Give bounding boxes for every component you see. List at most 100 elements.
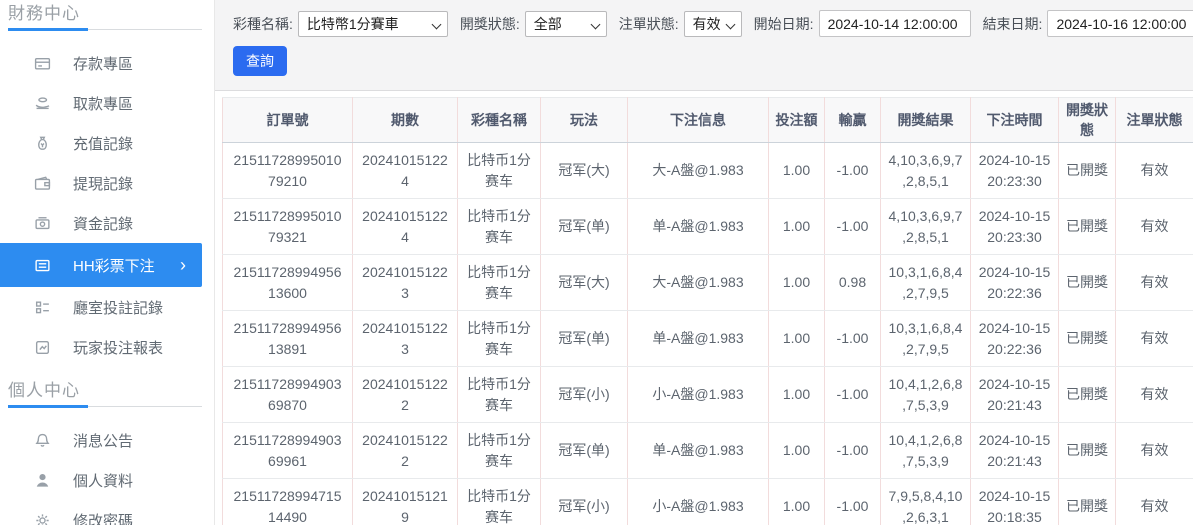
column-header-bet-time: 下注時間 — [970, 97, 1059, 143]
column-header-draw-result: 開獎結果 — [880, 97, 971, 143]
table-row: 2151172899501079321 202410151224 比特币1分赛车 冠军… — [222, 198, 1193, 255]
sidebar-item-password-gear[interactable]: 修改密碼 — [0, 500, 214, 525]
cell-play-type: 冠军(单) — [540, 310, 628, 367]
cell-bet-amount: 1.00 — [768, 478, 825, 525]
section-underline — [8, 28, 202, 31]
bet-status-label: 注單狀態: — [618, 15, 679, 32]
cell-bet-time: 2024-10-15 20:22:36 — [970, 254, 1059, 311]
cell-period: 202410151223 — [352, 310, 458, 367]
filter-bar: 彩種名稱: 比特幣1分賽車 開獎狀態: 全部 注單狀態: 有效 開始日期: 結束… — [215, 0, 1193, 91]
cell-bet-amount: 1.00 — [768, 198, 825, 255]
start-date-label: 開始日期: — [753, 15, 814, 32]
cell-draw-result: 10,4,1,2,6,8,7,5,3,9 — [880, 422, 971, 479]
cell-bet-amount: 1.00 — [768, 366, 825, 423]
sidebar-item-recharge-moneybag[interactable]: 充值記錄 — [0, 123, 214, 163]
sidebar-item-label: 取款專區 — [73, 95, 134, 113]
sidebar-item-label: 存款專區 — [73, 55, 134, 73]
sidebar-item-funds-record[interactable]: 資金記錄 — [0, 203, 214, 243]
cell-bet-info: 单-A盤@1.983 — [627, 198, 769, 255]
lottery-bet-icon — [34, 257, 51, 274]
cell-lottery-name: 比特币1分赛车 — [457, 198, 541, 255]
sidebar-item-room-bet-record[interactable]: 廳室投註記錄 — [0, 287, 214, 327]
funds-record-icon — [34, 215, 51, 232]
sidebar-item-announcement-bell[interactable]: 消息公告 — [0, 420, 214, 460]
chevron-right-icon: › — [180, 255, 186, 275]
cell-play-type: 冠军(单) — [540, 198, 628, 255]
cell-bet-info: 小-A盤@1.983 — [627, 366, 769, 423]
column-header-bet-amount: 投注額 — [768, 97, 825, 143]
sidebar-item-withdraw-hand[interactable]: 取款專區 — [0, 83, 214, 123]
announcement-bell-icon — [34, 432, 51, 449]
cell-bet-status: 有效 — [1115, 310, 1193, 367]
cell-order-no: 2151172899495613600 — [222, 254, 353, 311]
column-header-order-no: 訂單號 — [222, 97, 353, 143]
cell-win-loss: -1.00 — [824, 366, 881, 423]
cell-bet-amount: 1.00 — [768, 142, 825, 199]
draw-status-select[interactable]: 全部 — [524, 10, 607, 37]
player-report-icon — [34, 339, 51, 356]
cell-draw-status: 已開獎 — [1058, 310, 1116, 367]
cell-bet-time: 2024-10-15 20:22:36 — [970, 310, 1059, 367]
chevron-down-icon — [725, 19, 736, 29]
start-date-input[interactable] — [818, 10, 971, 37]
cell-bet-amount: 1.00 — [768, 310, 825, 367]
sidebar-item-label: 修改密碼 — [73, 512, 134, 525]
sidebar: 財務中心 存款專區 取款專區 充值記錄 提現記錄 資金記錄 HH彩票下注 › 廳室投註記錄 玩家投… — [0, 0, 215, 525]
chevron-down-icon — [590, 19, 601, 29]
lottery-name-select[interactable]: 比特幣1分賽車 — [297, 10, 448, 37]
search-button[interactable]: 查詢 — [233, 46, 287, 76]
sidebar-item-withdrawal-wallet[interactable]: 提現記錄 — [0, 163, 214, 203]
section-underline — [8, 405, 202, 408]
table-row: 2151172899490369961 202410151222 比特币1分赛车 冠军… — [222, 422, 1193, 479]
column-header-play-type: 玩法 — [540, 97, 628, 143]
cell-bet-time: 2024-10-15 20:21:43 — [970, 422, 1059, 479]
table-row: 2151172899501079210 202410151224 比特币1分赛车 冠军… — [222, 142, 1193, 199]
bet-status-select[interactable]: 有效 — [683, 10, 742, 37]
draw-status-selected-value: 全部 — [533, 15, 562, 32]
cell-draw-status: 已開獎 — [1058, 198, 1116, 255]
end-date-label: 結束日期: — [982, 15, 1043, 32]
cell-win-loss: -1.00 — [824, 310, 881, 367]
cell-bet-info: 单-A盤@1.983 — [627, 422, 769, 479]
sidebar-item-deposit-card[interactable]: 存款專區 — [0, 43, 214, 83]
cell-lottery-name: 比特币1分赛车 — [457, 366, 541, 423]
cell-win-loss: -1.00 — [824, 198, 881, 255]
cell-draw-result: 7,9,5,8,4,10,2,6,3,1 — [880, 478, 971, 525]
end-date-input[interactable] — [1047, 10, 1193, 37]
bet-records-table-wrap: 訂單號 期數 彩種名稱 玩法 下注信息 投注額 輸贏 開獎結果 下注時間 開獎狀態 注單狀態 215… — [222, 97, 1193, 525]
cell-bet-time: 2024-10-15 20:23:30 — [970, 142, 1059, 199]
sidebar-item-label: 個人資料 — [73, 472, 134, 490]
cell-lottery-name: 比特币1分赛车 — [457, 310, 541, 367]
cell-lottery-name: 比特币1分赛车 — [457, 142, 541, 199]
withdrawal-wallet-icon — [34, 175, 51, 192]
cell-draw-result: 4,10,3,6,9,7,2,8,5,1 — [880, 142, 971, 199]
cell-bet-amount: 1.00 — [768, 422, 825, 479]
sidebar-section: 財務中心 存款專區 取款專區 充值記錄 提現記錄 資金記錄 HH彩票下注 › 廳室投註記錄 玩家投… — [0, 0, 214, 367]
table-header-row: 訂單號 期數 彩種名稱 玩法 下注信息 投注額 輸贏 開獎結果 下注時間 開獎狀態 注單狀態 — [222, 97, 1193, 143]
cell-bet-info: 小-A盤@1.983 — [627, 478, 769, 525]
draw-status-label: 開獎狀態: — [459, 15, 520, 32]
cell-bet-amount: 1.00 — [768, 254, 825, 311]
chevron-down-icon — [431, 19, 442, 29]
cell-bet-status: 有效 — [1115, 198, 1193, 255]
cell-lottery-name: 比特币1分赛车 — [457, 478, 541, 525]
cell-bet-info: 大-A盤@1.983 — [627, 254, 769, 311]
sidebar-sections: 財務中心 存款專區 取款專區 充值記錄 提現記錄 資金記錄 HH彩票下注 › 廳室投註記錄 玩家投… — [0, 0, 214, 525]
profile-person-icon — [34, 472, 51, 489]
cell-bet-status: 有效 — [1115, 142, 1193, 199]
sidebar-item-label: 資金記錄 — [73, 215, 134, 233]
password-gear-icon — [34, 512, 51, 525]
cell-bet-info: 单-A盤@1.983 — [627, 310, 769, 367]
sidebar-item-player-report[interactable]: 玩家投注報表 — [0, 327, 214, 367]
sidebar-item-profile-person[interactable]: 個人資料 — [0, 460, 214, 500]
deposit-card-icon — [34, 55, 51, 72]
cell-bet-time: 2024-10-15 20:18:35 — [970, 478, 1059, 525]
column-header-bet-info: 下注信息 — [627, 97, 769, 143]
cell-play-type: 冠军(大) — [540, 254, 628, 311]
cell-play-type: 冠军(小) — [540, 366, 628, 423]
cell-win-loss: -1.00 — [824, 478, 881, 525]
cell-order-no: 2151172899490369870 — [222, 366, 353, 423]
cell-play-type: 冠军(单) — [540, 422, 628, 479]
sidebar-item-lottery-bet[interactable]: HH彩票下注 › — [0, 243, 202, 287]
cell-bet-status: 有效 — [1115, 422, 1193, 479]
